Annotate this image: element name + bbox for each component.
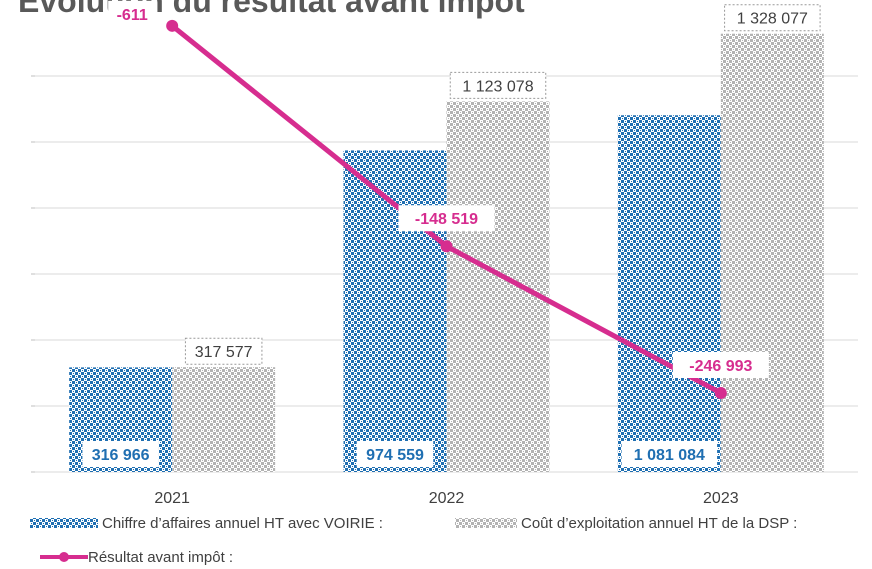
point [440, 240, 453, 253]
data-label: 1 123 078 [462, 78, 533, 95]
label-box [82, 441, 159, 467]
bar [446, 101, 550, 472]
label-box [398, 205, 495, 232]
data-label: 1 328 077 [737, 11, 808, 28]
legend-label: Chiffre d’affaires annuel HT avec VOIRIE… [102, 515, 383, 532]
legend-label: Résultat avant impôt : [88, 549, 233, 566]
data-label: 316 966 [92, 447, 150, 464]
x-tick-label: 2022 [429, 490, 465, 507]
point [166, 19, 179, 32]
legend-swatch [30, 518, 98, 528]
data-label: 317 577 [195, 344, 253, 361]
data-label: -148 519 [415, 211, 478, 228]
label-box [621, 441, 718, 467]
data-label: -611 [117, 7, 148, 24]
label-box [672, 352, 769, 379]
data-label: 974 559 [366, 447, 424, 464]
bar [720, 33, 824, 472]
bar [343, 150, 447, 473]
legend-swatch [59, 552, 69, 562]
data-label: 1 081 084 [634, 447, 705, 464]
label-box [184, 337, 263, 365]
data-label: -246 993 [689, 358, 752, 375]
label-box [108, 0, 157, 27]
legend-swatch [455, 518, 517, 528]
x-tick-label: 2021 [154, 490, 190, 507]
label-box [724, 4, 821, 32]
legend-label: Coût d’exploitation annuel HT de la DSP … [521, 515, 797, 532]
bar [172, 367, 276, 472]
point [714, 387, 727, 400]
x-tick-label: 2023 [703, 490, 739, 507]
bar [617, 115, 721, 472]
label-box [449, 71, 547, 99]
label-box [356, 441, 434, 467]
chart-title: Évolution du résultat avant impôt [18, 0, 525, 19]
